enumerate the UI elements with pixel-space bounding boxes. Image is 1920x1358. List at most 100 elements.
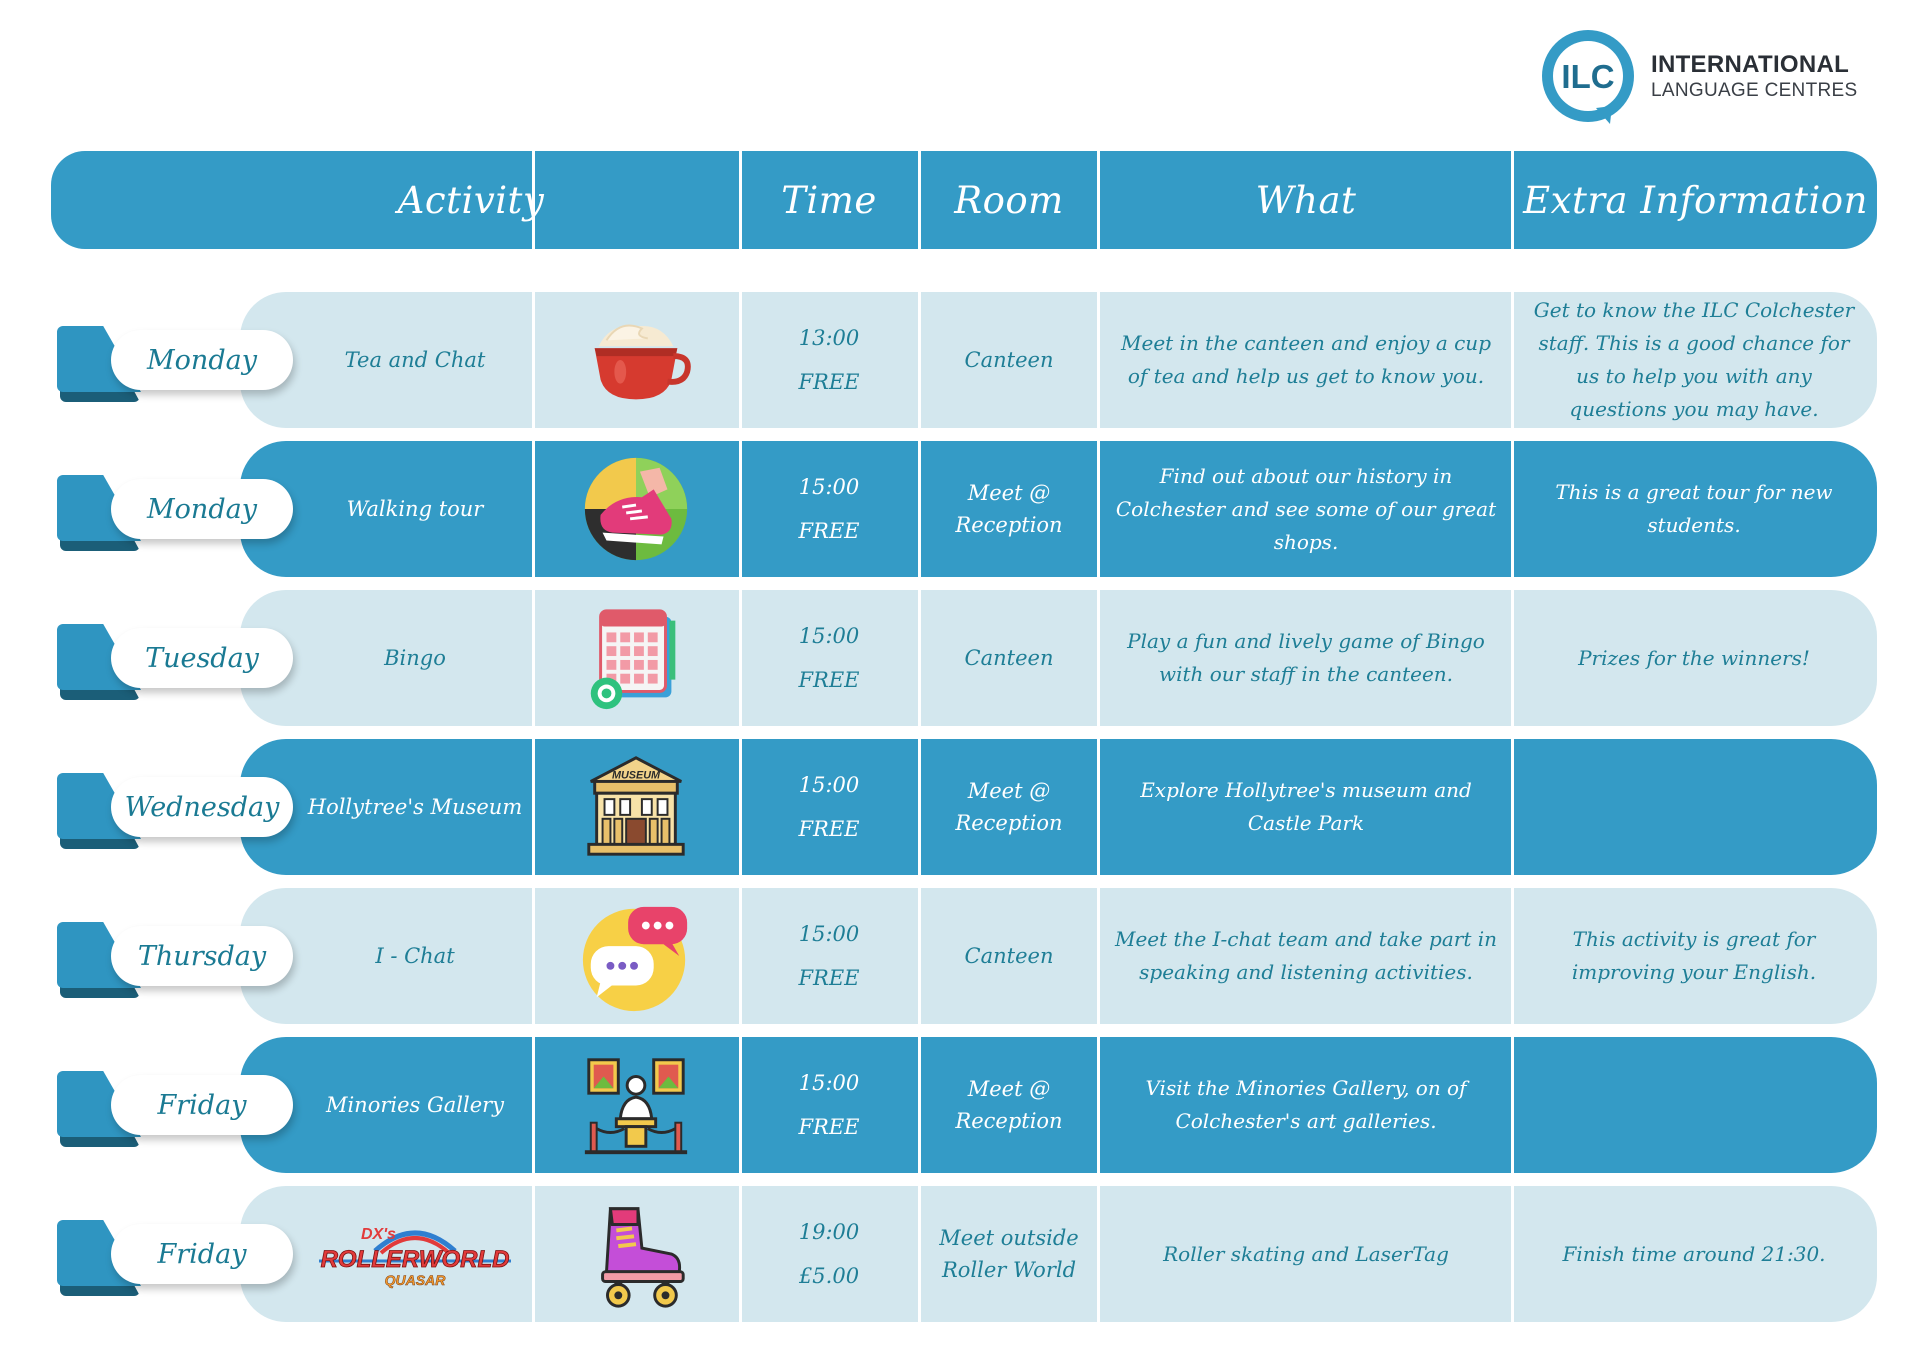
art-gallery-icon xyxy=(584,1058,688,1155)
walking-shoe-icon xyxy=(584,457,688,561)
activity-icon-cell xyxy=(534,590,738,726)
row-background xyxy=(240,1037,1877,1173)
logo-mark-text: ILC xyxy=(1561,58,1614,95)
row-background xyxy=(240,292,1877,428)
museum-building-icon: MUSEUM xyxy=(587,756,685,856)
header-activity: Activity xyxy=(397,178,545,222)
column-divider xyxy=(532,292,535,1322)
header-icon xyxy=(534,151,741,249)
time-cell: 15:00 FREE xyxy=(741,739,917,875)
time-cell: 15:00 FREE xyxy=(741,590,917,726)
extra-information xyxy=(1514,1037,1874,1173)
table-row: Monday Walking tour 15:00 FREE Meet @ Re… xyxy=(0,441,1920,577)
table-row: Friday DX's ROLLERWORLD QUASAR 19:00 £5.… xyxy=(0,1186,1920,1322)
activity-price: £5.00 xyxy=(798,1264,860,1288)
ilc-logo: ILC INTERNATIONAL LANGUAGE CENTRES xyxy=(1538,26,1858,134)
activity-name: Bingo xyxy=(384,646,446,670)
activity-icon-cell: MUSEUM xyxy=(534,739,738,875)
row-background xyxy=(240,739,1877,875)
what-description: Meet the I-chat team and take part in sp… xyxy=(1114,927,1498,984)
extra-information xyxy=(1514,739,1874,875)
header-time: Time xyxy=(781,178,877,222)
activity-icon-cell xyxy=(534,441,738,577)
what-description: Find out about our history in Colchester… xyxy=(1115,463,1497,554)
header-extra: Extra Information xyxy=(1523,178,1868,222)
header-room: Room xyxy=(954,178,1064,222)
activity-name: Tea and Chat xyxy=(344,348,486,372)
header-divider xyxy=(1511,151,1514,249)
time-cell: 15:00 FREE xyxy=(741,888,917,1024)
rollerworld-main-text: ROLLERWORLD xyxy=(321,1246,510,1273)
activity-icon-cell xyxy=(534,1186,738,1322)
logo-line2: LANGUAGE CENTRES xyxy=(1651,80,1858,101)
activity-time: 19:00 xyxy=(798,1220,860,1244)
table-row: Monday Tea and Chat 13:00 FREE Canteen M… xyxy=(0,292,1920,428)
logo-line1: INTERNATIONAL xyxy=(1651,51,1850,78)
header-what: What xyxy=(1255,178,1357,222)
coffee-cup-icon xyxy=(594,324,691,400)
day-label: Friday xyxy=(111,1224,293,1284)
row-background xyxy=(240,441,1877,577)
activity-price: FREE xyxy=(798,966,860,990)
room: Canteen xyxy=(964,944,1054,968)
activity-time: 15:00 xyxy=(798,475,860,499)
rollerworld-top-text: DX's xyxy=(361,1226,396,1243)
table-row: Wednesday Hollytree's Museum MUSEUM 15:0… xyxy=(0,739,1920,875)
activity-time: 15:00 xyxy=(798,1071,860,1095)
table-header: Activity Time Room What Extra Informatio… xyxy=(51,151,1877,249)
time-cell: 19:00 £5.00 xyxy=(741,1186,917,1322)
day-label: Wednesday xyxy=(111,777,293,837)
activity-icon-cell xyxy=(534,292,738,428)
header-divider xyxy=(918,151,921,249)
row-background xyxy=(240,888,1877,1024)
room: Meet @ Reception xyxy=(955,779,1063,835)
time-cell: 13:00 FREE xyxy=(741,292,917,428)
what-description: Meet in the canteen and enjoy a cup of t… xyxy=(1121,331,1491,388)
what-description: Visit the Minories Gallery, on of Colche… xyxy=(1145,1076,1467,1133)
day-label: Monday xyxy=(111,479,293,539)
what-description: Roller skating and LaserTag xyxy=(1163,1241,1449,1266)
what-description: Play a fun and lively game of Bingo with… xyxy=(1127,629,1485,686)
day-label: Monday xyxy=(111,330,293,390)
time-cell: 15:00 FREE xyxy=(741,441,917,577)
day-label: Thursday xyxy=(111,926,293,986)
row-background xyxy=(240,590,1877,726)
activity-price: FREE xyxy=(798,817,860,841)
activity-icon-cell xyxy=(534,1037,738,1173)
activity-price: FREE xyxy=(798,519,860,543)
extra-information: Get to know the ILC Colchester staff. Th… xyxy=(1533,298,1855,421)
table-row: Friday Minories Gallery 15:00 FREE Meet … xyxy=(0,1037,1920,1173)
extra-information: This is a great tour for new students. xyxy=(1555,480,1833,537)
activity-time: 15:00 xyxy=(798,922,860,946)
room: Canteen xyxy=(964,646,1054,670)
extra-information: Finish time around 21:30. xyxy=(1562,1241,1826,1266)
activity-icon-cell xyxy=(534,888,738,1024)
column-divider xyxy=(1511,292,1514,1322)
ilc-logo-icon: ILC xyxy=(1542,30,1634,124)
time-cell: 15:00 FREE xyxy=(741,1037,917,1173)
day-label: Friday xyxy=(111,1075,293,1135)
rollerworld-sub-text: QUASAR xyxy=(385,1272,447,1288)
extra-information: This activity is great for improving you… xyxy=(1571,927,1817,984)
rollerworld-logo: DX's ROLLERWORLD QUASAR xyxy=(319,1226,511,1288)
column-divider xyxy=(739,292,742,1322)
room: Canteen xyxy=(964,348,1054,372)
row-background xyxy=(240,1186,1877,1322)
activity-name: Hollytree's Museum xyxy=(307,795,523,819)
rollerworld-logo-cell: DX's ROLLERWORLD QUASAR xyxy=(300,1186,530,1322)
header-divider xyxy=(532,151,535,249)
chat-bubbles-icon xyxy=(582,906,688,1012)
what-description: Explore Hollytree's museum and Castle Pa… xyxy=(1140,778,1472,835)
activity-time: 15:00 xyxy=(798,773,860,797)
activity-name: I - Chat xyxy=(375,944,455,968)
room: Meet @ Reception xyxy=(955,481,1063,537)
room: Meet @ Reception xyxy=(955,1077,1063,1133)
room: Meet outside Roller World xyxy=(939,1226,1079,1282)
activity-name: Walking tour xyxy=(346,497,484,521)
activity-name: Minories Gallery xyxy=(325,1093,505,1117)
header-divider xyxy=(739,151,742,249)
bingo-card-icon xyxy=(590,609,676,710)
activity-time: 13:00 xyxy=(798,326,860,350)
roller-skate-icon xyxy=(601,1207,685,1308)
table-row: Thursday I - Chat 15:00 FREE Canteen Mee… xyxy=(0,888,1920,1024)
